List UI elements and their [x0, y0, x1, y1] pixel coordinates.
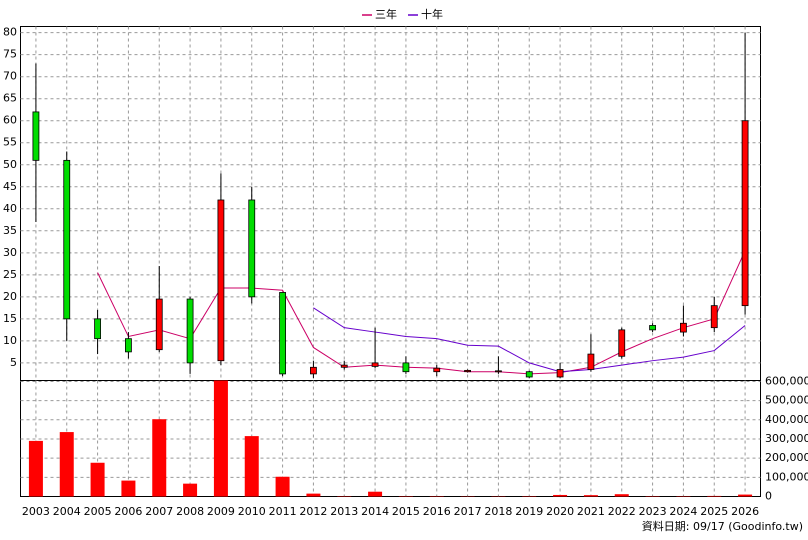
candle-body: [680, 322, 687, 333]
candle-body: [371, 362, 379, 367]
y-tick-label: 10: [3, 334, 17, 347]
candle-body: [649, 325, 656, 331]
y-tick-label: 40: [3, 202, 17, 215]
x-tick-label: 2014: [361, 505, 389, 518]
volume-bar: [152, 419, 167, 497]
x-tick-label: 2004: [53, 505, 81, 518]
volume-bar: [306, 493, 321, 497]
frame: [20, 26, 761, 497]
x-tick-label: 2022: [608, 505, 636, 518]
x-tick-label: 2007: [145, 505, 173, 518]
y-tick-label: 65: [3, 92, 17, 105]
candle-body: [741, 120, 749, 307]
y-tick-label: 15: [3, 312, 17, 325]
volume-bar: [213, 380, 228, 497]
volume-bar: [183, 483, 198, 497]
candle-body: [248, 199, 256, 298]
candle-body: [402, 362, 410, 373]
candle-body: [217, 199, 225, 362]
y2-tick-label: 600,000: [765, 374, 808, 387]
candle-body: [464, 369, 471, 373]
x-tick-label: 2023: [639, 505, 667, 518]
ma-line: [97, 250, 746, 375]
candle-body: [495, 370, 502, 373]
volume-bar: [553, 494, 568, 497]
x-tick-label: 2011: [269, 505, 297, 518]
candle-body: [63, 159, 71, 320]
y-tick-label: 20: [3, 290, 17, 303]
volume-bar: [275, 476, 290, 497]
y-tick-label: 55: [3, 136, 17, 149]
ma-line: [313, 307, 746, 373]
x-tick-label: 2019: [515, 505, 543, 518]
x-tick-label: 2012: [299, 505, 327, 518]
candle-body: [340, 364, 348, 368]
x-tick-label: 2016: [423, 505, 451, 518]
source-note: 資料日期: 09/17 (Goodinfo.tw): [642, 519, 803, 533]
y-tick-label: 5: [10, 356, 17, 369]
candle-body: [618, 329, 626, 357]
candle-body: [310, 366, 317, 375]
candle-body: [433, 367, 441, 373]
y-tick-label: 45: [3, 180, 17, 193]
x-tick-label: 2010: [238, 505, 266, 518]
candle-body: [525, 371, 533, 378]
y-tick-label: 70: [3, 70, 17, 83]
candle-body: [186, 298, 194, 364]
volume-bar: [90, 462, 105, 497]
volume-bar: [121, 480, 136, 497]
x-tick-label: 2026: [731, 505, 759, 518]
legend-label: 十年: [421, 7, 443, 21]
x-tick-label: 2020: [546, 505, 574, 518]
x-tick-label: 2018: [484, 505, 512, 518]
x-tick-label: 2005: [84, 505, 112, 518]
x-tick-label: 2024: [669, 505, 697, 518]
x-tick-label: 2015: [392, 505, 420, 518]
x-tick-label: 2013: [330, 505, 358, 518]
x-tick-label: 2008: [176, 505, 204, 518]
y-tick-label: 35: [3, 224, 17, 237]
candle-body: [125, 338, 132, 353]
volume-bar: [59, 432, 74, 497]
y2-tick-label: 500,000: [765, 394, 808, 407]
x-tick-label: 2003: [22, 505, 50, 518]
y-tick-label: 25: [3, 268, 17, 281]
candle-body: [155, 298, 163, 351]
y-tick-label: 30: [3, 246, 17, 259]
y-tick-label: 60: [3, 114, 17, 127]
y2-tick-label: 100,000: [765, 470, 808, 483]
y2-tick-label: 300,000: [765, 432, 808, 445]
x-tick-label: 2006: [114, 505, 142, 518]
volume-bar: [583, 495, 598, 497]
legend-label: 三年: [375, 7, 397, 21]
volume-bar: [28, 440, 43, 497]
volume-bar: [738, 494, 753, 497]
volume-bar: [614, 494, 629, 497]
volume-bar: [707, 495, 722, 497]
volume-bar: [368, 491, 383, 497]
volume-bar: [244, 436, 259, 497]
y-tick-label: 80: [3, 26, 17, 39]
y-tick-label: 50: [3, 158, 17, 171]
candle-body: [279, 292, 286, 375]
candle-body: [587, 353, 595, 370]
x-tick-label: 2021: [577, 505, 605, 518]
x-tick-label: 2017: [454, 505, 482, 518]
x-tick-label: 2009: [207, 505, 235, 518]
candle-body: [32, 111, 40, 161]
candle-body: [710, 305, 718, 329]
x-tick-label: 2025: [700, 505, 728, 518]
candle-body: [556, 369, 564, 378]
y-tick-label: 75: [3, 48, 17, 61]
y2-tick-label: 0: [765, 490, 772, 503]
y2-tick-label: 400,000: [765, 413, 808, 426]
candle-body: [94, 318, 101, 340]
y2-tick-label: 200,000: [765, 451, 808, 464]
